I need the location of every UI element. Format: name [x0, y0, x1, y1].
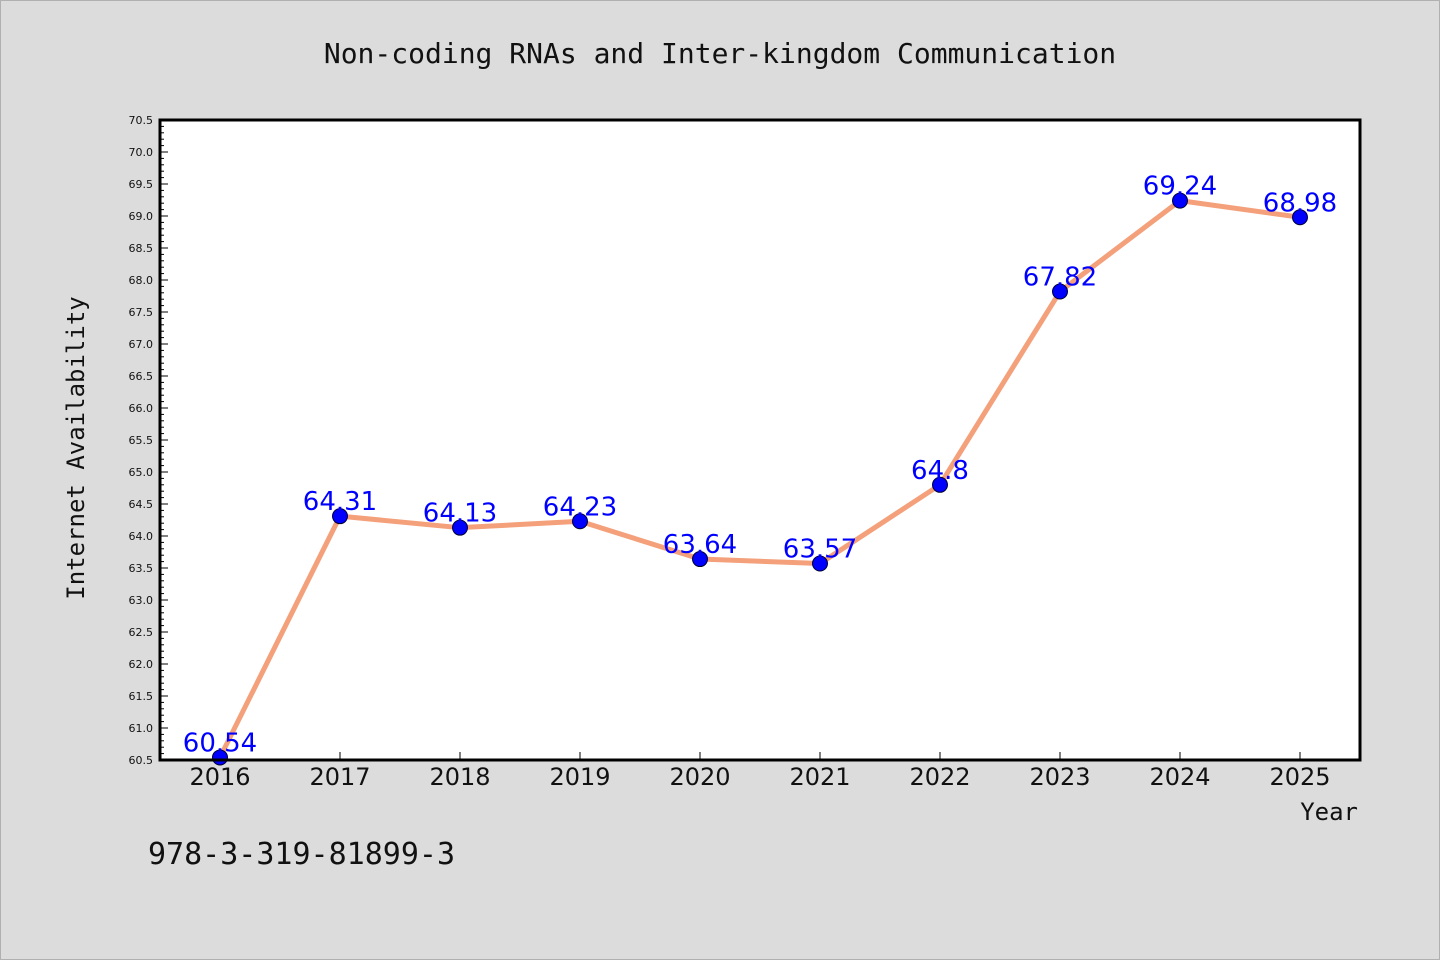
x-tick-label: 2024 [1149, 763, 1210, 791]
y-tick-label: 62.5 [129, 626, 154, 639]
x-axis: 2016 2017 2018 2019 2020 2021 2022 2023 2024 2025 [189, 752, 1331, 791]
data-point [1292, 209, 1308, 226]
data-point [452, 519, 468, 536]
data-label: 63.64 [663, 530, 737, 560]
y-tick-label: 63.0 [129, 594, 154, 607]
x-tick-label: 2017 [309, 763, 370, 791]
data-label-layer: 60.54 64.31 64.13 64.23 63.64 63.57 64.8 67.82 6… [183, 172, 1337, 759]
y-tick-label: 60.5 [129, 754, 154, 767]
y-axis: 60.5 61.0 61.5 62.0 62.5 63.0 63.5 64.0 64.5 65.0… [129, 114, 168, 767]
plot-frame [158, 118, 1362, 762]
data-point [572, 513, 588, 530]
x-axis-label: Year [1300, 798, 1358, 826]
data-point [692, 551, 708, 568]
y-tick-label: 69.0 [129, 210, 154, 223]
y-tick-label: 67.5 [129, 306, 154, 319]
y-tick-label: 61.5 [129, 690, 154, 703]
y-tick-label: 65.0 [129, 466, 154, 479]
data-label: 68.98 [1263, 188, 1337, 218]
isbn-text: 978-3-319-81899-3 [148, 837, 455, 872]
series-layer [212, 192, 1308, 766]
y-tick-label: 64.5 [129, 498, 154, 511]
y-tick-label: 61.0 [129, 722, 154, 735]
y-tick-label: 70.5 [129, 114, 154, 127]
x-tick-label: 2025 [1269, 763, 1330, 791]
plot-area [160, 120, 1360, 760]
chart-title: Non-coding RNAs and Inter-kingdom Commun… [324, 37, 1116, 70]
y-tick-label: 65.5 [129, 434, 154, 447]
data-label: 60.54 [183, 728, 257, 758]
y-tick-label: 68.0 [129, 274, 154, 287]
x-tick-label: 2023 [1029, 763, 1090, 791]
x-tick-label: 2019 [549, 763, 610, 791]
y-tick-label: 64.0 [129, 530, 154, 543]
data-point [332, 508, 348, 525]
y-tick-label: 66.5 [129, 370, 154, 383]
data-label: 64.23 [543, 492, 617, 522]
x-tick-label: 2022 [909, 763, 970, 791]
y-tick-label: 69.5 [129, 178, 154, 191]
data-point [932, 476, 948, 493]
series-line [217, 198, 1303, 760]
x-tick-label: 2020 [669, 763, 730, 791]
data-point [812, 555, 828, 572]
data-label: 64.31 [303, 487, 377, 517]
y-tick-label: 66.0 [129, 402, 154, 415]
data-point [1172, 192, 1188, 209]
data-label: 63.57 [783, 535, 857, 565]
y-axis-label: Internet Availability [62, 296, 90, 599]
data-label: 64.8 [911, 456, 969, 486]
y-tick-label: 70.0 [129, 146, 154, 159]
data-label: 69.24 [1143, 172, 1217, 202]
x-tick-label: 2016 [189, 763, 250, 791]
data-point [1052, 283, 1068, 300]
y-tick-label: 68.5 [129, 242, 154, 255]
data-label: 64.13 [423, 499, 497, 529]
data-label: 67.82 [1023, 263, 1097, 293]
y-tick-label: 62.0 [129, 658, 154, 671]
y-tick-label: 63.5 [129, 562, 154, 575]
y-tick-label: 67.0 [129, 338, 154, 351]
x-tick-label: 2021 [789, 763, 850, 791]
x-tick-label: 2018 [429, 763, 490, 791]
